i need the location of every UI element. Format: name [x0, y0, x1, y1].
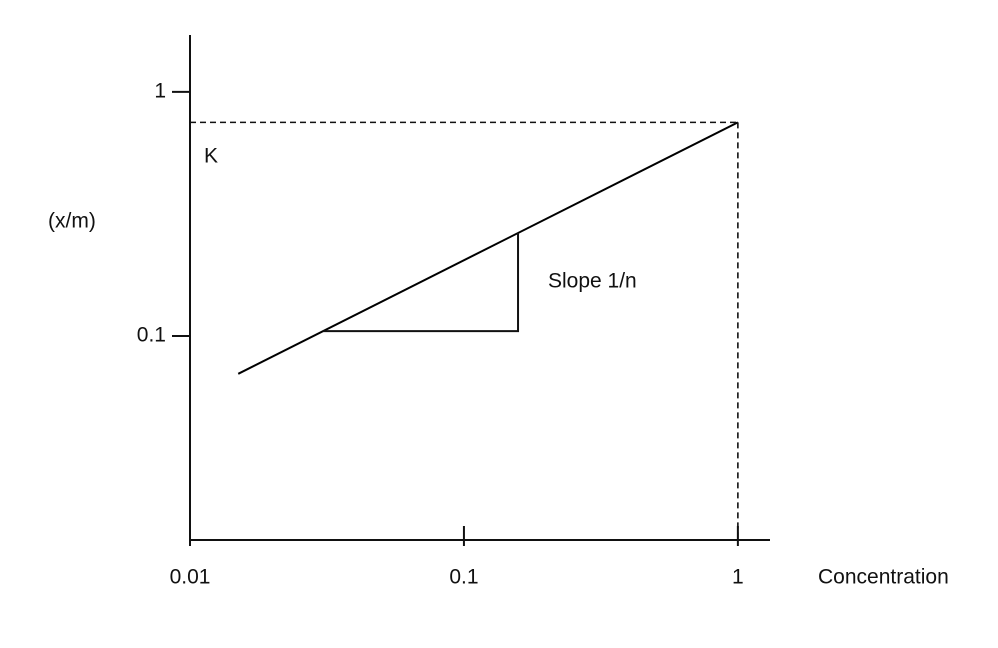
slope-annotation: Slope 1/n	[548, 270, 637, 293]
isotherm-line	[237, 121, 739, 375]
x-tick-label: 1	[732, 566, 744, 589]
slope-triangle	[323, 233, 520, 333]
k-annotation: K	[204, 145, 218, 168]
y-tick-label: 1	[154, 79, 166, 102]
x-axis-label: Concentration	[818, 566, 949, 589]
y-tick-label: 0.1	[137, 324, 166, 347]
x-tick-label: 0.1	[449, 566, 478, 589]
x-tick-label: 0.01	[170, 566, 211, 589]
y-axis-label: (x/m)	[48, 210, 96, 233]
